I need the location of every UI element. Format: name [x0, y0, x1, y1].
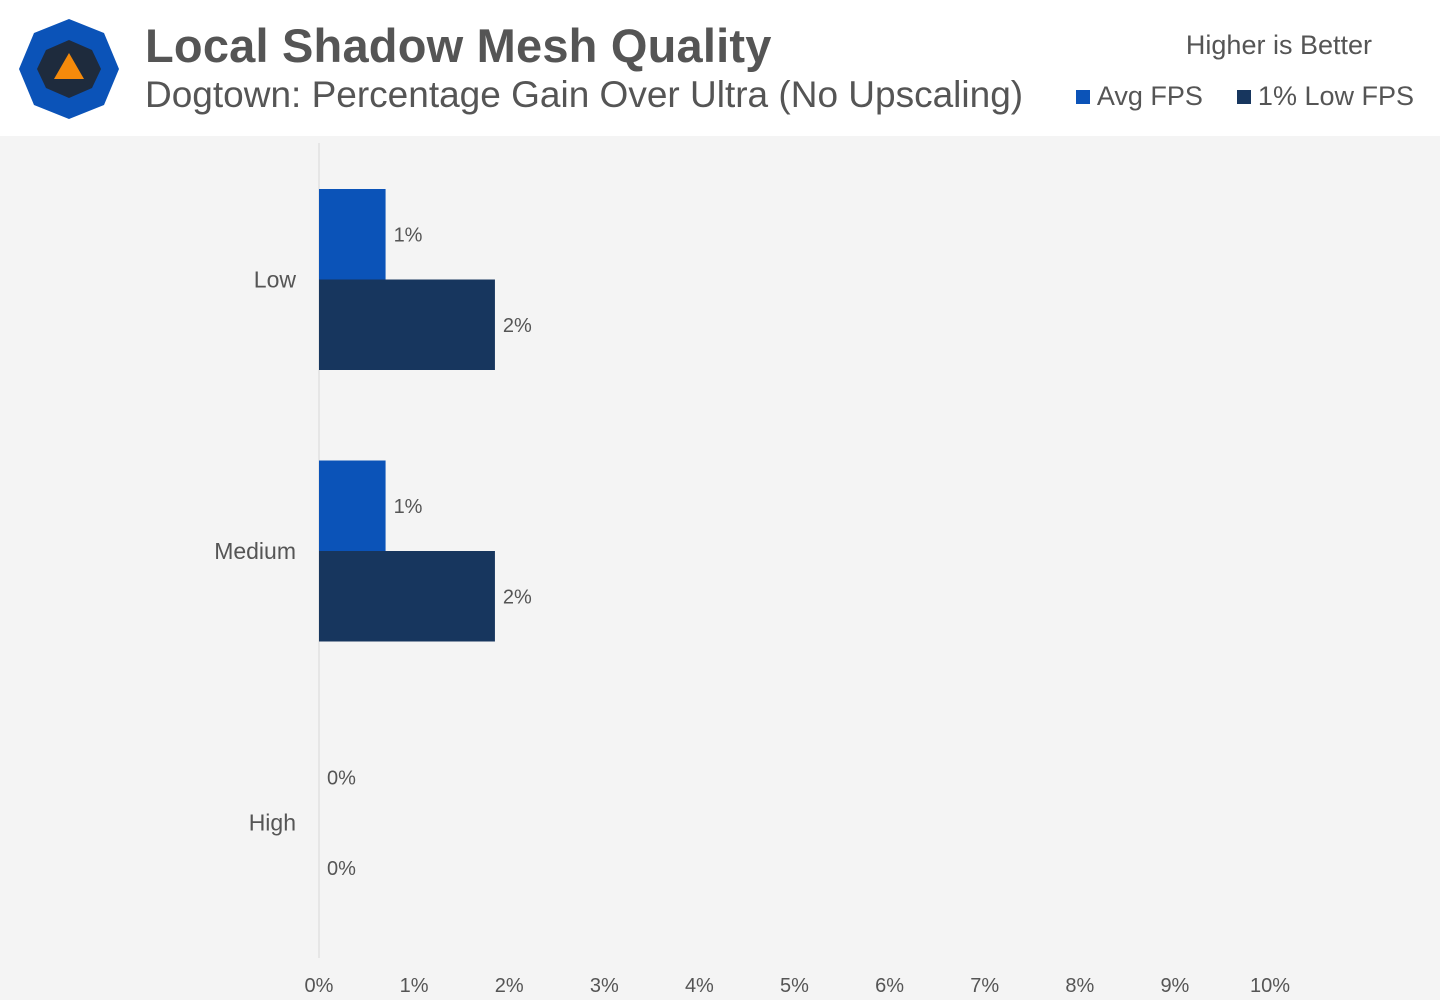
- chart-legend: Avg FPS 1% Low FPS: [1075, 81, 1414, 112]
- data-label-1-low-fps: 2%: [503, 315, 532, 337]
- x-tick-label: 10%: [1250, 975, 1290, 997]
- x-tick-label: 5%: [780, 975, 809, 997]
- category-label: Low: [254, 267, 297, 293]
- techspot-logo-icon: [19, 19, 119, 119]
- x-tick-label: 3%: [590, 975, 619, 997]
- legend-swatch-avg-fps: [1075, 89, 1090, 104]
- bar-1-low-fps: [319, 551, 495, 642]
- data-label-avg-fps: 1%: [394, 224, 423, 246]
- legend-label-1-low-fps: 1% Low FPS: [1257, 81, 1414, 111]
- x-tick-label: 0%: [305, 975, 334, 997]
- x-tick-label: 6%: [875, 975, 904, 997]
- category-label: High: [249, 810, 296, 836]
- bar-avg-fps: [319, 189, 386, 280]
- data-label-1-low-fps: 0%: [327, 858, 356, 880]
- data-label-avg-fps: 0%: [327, 767, 356, 789]
- legend-item-avg-fps: Avg FPS: [1075, 81, 1203, 112]
- x-tick-label: 2%: [495, 975, 524, 997]
- bar-avg-fps: [319, 460, 386, 551]
- x-tick-label: 9%: [1160, 975, 1189, 997]
- x-tick-label: 4%: [685, 975, 714, 997]
- x-tick-label: 8%: [1065, 975, 1094, 997]
- data-label-1-low-fps: 2%: [503, 586, 532, 608]
- bar-chart: 0% 1% 2% 3% 4% 5% 6% 7% 8% 9% 10% Low 1% 2% Medium 1% 2%…: [214, 143, 1290, 997]
- chart-header: Local Shadow Mesh Quality Dogtown: Perce…: [0, 0, 1440, 136]
- legend-label-avg-fps: Avg FPS: [1096, 81, 1203, 111]
- legend-swatch-1-low-fps: [1236, 89, 1251, 104]
- bar-1-low-fps: [319, 279, 495, 370]
- x-tick-label: 7%: [970, 975, 999, 997]
- data-label-avg-fps: 1%: [394, 496, 423, 518]
- chart-title: Local Shadow Mesh Quality: [145, 19, 772, 72]
- category-label: Medium: [214, 538, 296, 564]
- x-tick-label: 1%: [400, 975, 429, 997]
- higher-is-better-note: Higher is Better: [1185, 30, 1372, 60]
- legend-item-1-low-fps: 1% Low FPS: [1236, 81, 1414, 112]
- chart-subtitle: Dogtown: Percentage Gain Over Ultra (No …: [145, 74, 1024, 115]
